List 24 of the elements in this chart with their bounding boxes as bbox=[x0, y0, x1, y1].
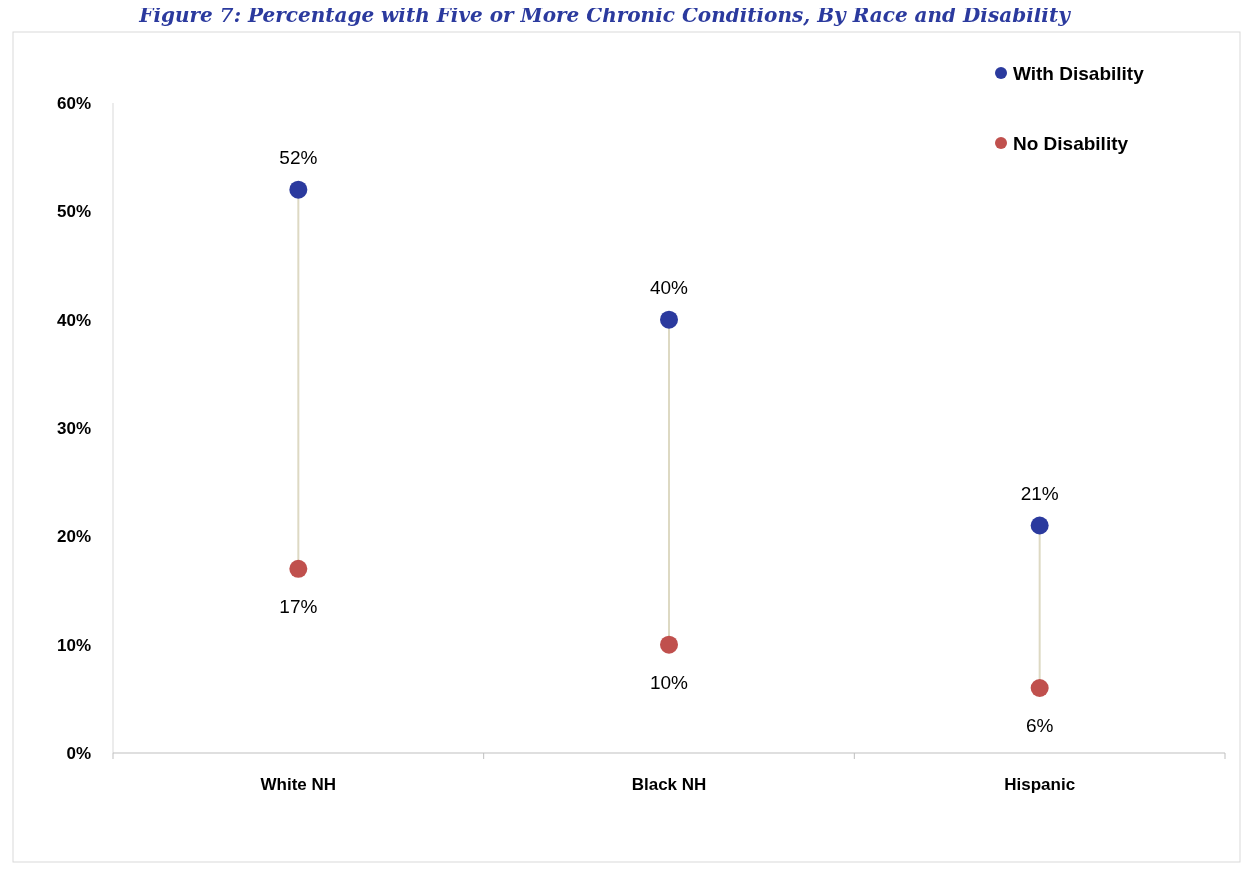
point bbox=[289, 559, 308, 578]
y-tick-label: 50% bbox=[56, 202, 91, 222]
y-tick-label: 40% bbox=[56, 310, 91, 330]
legend-label: No Disability bbox=[1013, 132, 1129, 154]
x-tick-label: White NH bbox=[260, 775, 337, 794]
data-label: 40% bbox=[649, 276, 689, 298]
point bbox=[660, 635, 678, 654]
y-tick-label: 30% bbox=[56, 418, 91, 438]
point bbox=[1030, 516, 1049, 535]
point bbox=[660, 310, 678, 329]
data-label: 6% bbox=[1025, 715, 1054, 736]
y-tick-label: 20% bbox=[56, 527, 91, 547]
point bbox=[289, 180, 308, 199]
y-tick-label: 60% bbox=[56, 93, 91, 113]
data-label: 17% bbox=[279, 595, 318, 617]
data-label: 10% bbox=[649, 671, 689, 693]
y-tick-label: 10% bbox=[56, 635, 91, 655]
x-tick-label: Black NH bbox=[631, 775, 707, 794]
legend-label: With Disability bbox=[1013, 62, 1145, 84]
data-label: 21% bbox=[1020, 482, 1059, 504]
point bbox=[1030, 679, 1049, 697]
data-label: 52% bbox=[279, 146, 318, 168]
x-tick-label: Hispanic bbox=[1004, 775, 1076, 794]
y-tick-label: 0% bbox=[66, 743, 91, 763]
